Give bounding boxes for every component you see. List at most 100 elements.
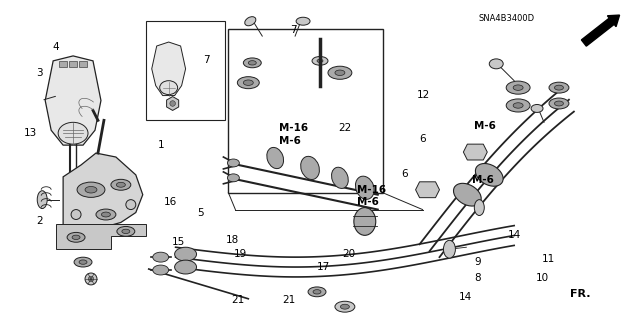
Text: 19: 19 — [234, 249, 247, 259]
Text: FR.: FR. — [570, 289, 590, 299]
Ellipse shape — [332, 167, 348, 189]
Ellipse shape — [74, 257, 92, 267]
Text: 18: 18 — [226, 235, 239, 245]
Ellipse shape — [85, 187, 97, 193]
Circle shape — [126, 200, 136, 210]
Text: 13: 13 — [24, 128, 37, 137]
Polygon shape — [63, 153, 143, 229]
Text: 3: 3 — [36, 68, 43, 78]
Ellipse shape — [476, 164, 503, 186]
Ellipse shape — [549, 98, 569, 109]
Bar — [69, 61, 77, 67]
Polygon shape — [463, 144, 487, 160]
Ellipse shape — [554, 85, 563, 90]
Ellipse shape — [444, 240, 456, 258]
Ellipse shape — [237, 77, 259, 89]
Ellipse shape — [308, 287, 326, 297]
Ellipse shape — [72, 235, 80, 240]
Circle shape — [88, 276, 93, 282]
Ellipse shape — [474, 200, 484, 216]
FancyArrow shape — [581, 15, 620, 46]
Ellipse shape — [335, 301, 355, 312]
Ellipse shape — [243, 80, 253, 85]
Ellipse shape — [58, 122, 88, 144]
Text: 9: 9 — [474, 257, 481, 267]
Ellipse shape — [328, 66, 352, 79]
Polygon shape — [152, 42, 186, 96]
Ellipse shape — [111, 179, 131, 190]
Bar — [146, 21, 225, 120]
Ellipse shape — [313, 290, 321, 294]
Ellipse shape — [153, 265, 169, 275]
Ellipse shape — [506, 99, 530, 112]
Ellipse shape — [296, 17, 310, 25]
Bar — [59, 61, 67, 67]
Ellipse shape — [513, 103, 523, 108]
Text: 4: 4 — [52, 42, 59, 52]
Ellipse shape — [160, 81, 178, 94]
Ellipse shape — [77, 182, 105, 197]
Ellipse shape — [506, 81, 530, 94]
Text: 5: 5 — [198, 208, 204, 218]
Ellipse shape — [102, 212, 111, 217]
Text: M-6: M-6 — [278, 136, 300, 145]
Ellipse shape — [454, 183, 481, 206]
Text: 20: 20 — [342, 249, 355, 259]
Circle shape — [71, 210, 81, 219]
Polygon shape — [166, 97, 179, 110]
Ellipse shape — [317, 59, 323, 63]
Bar — [79, 61, 87, 67]
Ellipse shape — [312, 56, 328, 65]
Ellipse shape — [489, 59, 503, 69]
Text: 21: 21 — [231, 295, 244, 305]
Ellipse shape — [79, 260, 87, 264]
Ellipse shape — [248, 61, 256, 65]
Text: 2: 2 — [36, 216, 43, 226]
Ellipse shape — [96, 209, 116, 220]
Ellipse shape — [549, 82, 569, 93]
Ellipse shape — [354, 208, 376, 235]
Text: 16: 16 — [164, 197, 177, 207]
Polygon shape — [56, 225, 146, 249]
Text: M-16: M-16 — [278, 123, 308, 133]
Text: 6: 6 — [401, 169, 408, 179]
Text: 8: 8 — [474, 273, 481, 283]
Polygon shape — [415, 182, 440, 198]
Ellipse shape — [153, 252, 169, 262]
Bar — [228, 29, 383, 193]
Text: M-16: M-16 — [357, 184, 386, 195]
Ellipse shape — [301, 156, 319, 180]
Text: 14: 14 — [508, 230, 521, 241]
Text: 15: 15 — [172, 237, 186, 247]
Ellipse shape — [244, 17, 256, 26]
Circle shape — [85, 273, 97, 285]
Ellipse shape — [227, 159, 239, 167]
Ellipse shape — [554, 101, 563, 106]
Text: 11: 11 — [541, 254, 555, 264]
Text: 1: 1 — [157, 140, 164, 150]
Text: 17: 17 — [317, 262, 330, 272]
Text: SNA4B3400D: SNA4B3400D — [478, 14, 534, 23]
Ellipse shape — [267, 147, 284, 169]
Ellipse shape — [122, 229, 130, 234]
Ellipse shape — [355, 176, 374, 199]
Text: 14: 14 — [459, 292, 472, 302]
Ellipse shape — [67, 233, 85, 242]
Ellipse shape — [116, 182, 125, 187]
Ellipse shape — [37, 191, 47, 209]
Ellipse shape — [117, 226, 135, 236]
Ellipse shape — [243, 58, 261, 68]
Text: 10: 10 — [536, 273, 548, 283]
Ellipse shape — [175, 247, 196, 261]
Text: M-6: M-6 — [472, 175, 493, 185]
Circle shape — [170, 101, 175, 106]
Text: 6: 6 — [419, 134, 426, 144]
Text: 21: 21 — [282, 295, 295, 305]
Ellipse shape — [513, 85, 523, 90]
Polygon shape — [45, 56, 101, 145]
Text: 22: 22 — [338, 123, 351, 133]
Ellipse shape — [340, 304, 349, 309]
Text: M-6: M-6 — [474, 121, 496, 131]
Text: 7: 7 — [204, 55, 210, 65]
Text: 7: 7 — [290, 25, 297, 35]
